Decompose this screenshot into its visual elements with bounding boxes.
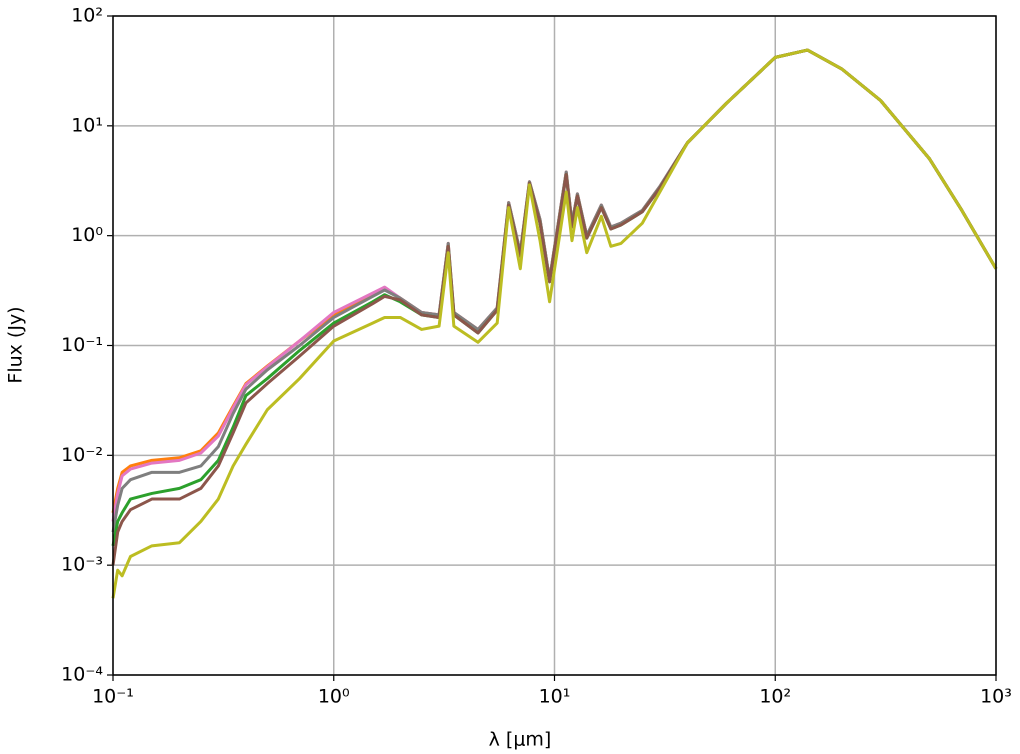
- x-tick-label: 10²: [759, 686, 791, 708]
- y-tick-label: 10⁻³: [61, 554, 103, 576]
- series-line: [111, 48, 998, 599]
- y-tick-label: 10⁻¹: [61, 334, 103, 356]
- y-tick-label: 10²: [71, 5, 103, 27]
- y-tick-label: 10⁰: [71, 224, 103, 246]
- y-tick-label: 10¹: [71, 114, 103, 136]
- x-tick-label: 10¹: [539, 686, 571, 708]
- x-axis-label: λ [μm]: [489, 729, 552, 751]
- x-tick-label: 10⁻¹: [92, 686, 134, 708]
- x-tick-label: 10⁰: [318, 686, 350, 708]
- x-tick-label: 10³: [980, 686, 1012, 708]
- y-tick-label: 10⁻²: [61, 444, 103, 466]
- y-axis-label: Flux (Jy): [5, 306, 27, 383]
- plot-frame: [112, 15, 997, 676]
- y-tick-label: 10⁻⁴: [61, 664, 103, 686]
